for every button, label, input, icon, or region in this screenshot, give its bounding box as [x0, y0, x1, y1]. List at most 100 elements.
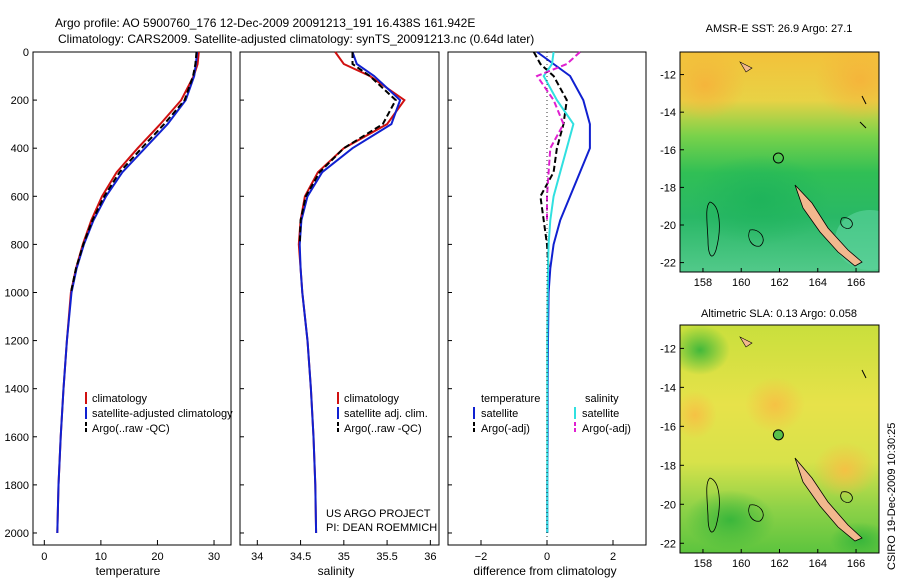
sla-map-field — [680, 325, 879, 553]
map-y-tick-label: -16 — [660, 421, 676, 433]
land-island — [861, 369, 867, 379]
legend-label-sal-satellite: satellite — [582, 408, 619, 420]
map-y-tick-label: -20 — [660, 499, 676, 511]
difference-profile-series — [532, 51, 591, 533]
difference-xlabel: difference from climatology — [473, 564, 616, 578]
depth-tick-label: 1200 — [5, 336, 29, 348]
map-x-tick-label: 166 — [847, 558, 865, 570]
salinity-x-ticks: 34 34.5 35 35.5 36 — [251, 540, 436, 563]
temperature-profile-series — [56, 51, 200, 534]
sst-map-tick-labels: 158 160 162 164 166 -12 -14 -16 -18 -20 -22 — [660, 70, 865, 289]
map-x-tick-label: 166 — [847, 277, 865, 289]
map-y-tick-label: -20 — [660, 220, 676, 232]
x-tick-label: 35.5 — [376, 551, 397, 563]
sst-map-field — [680, 52, 879, 272]
map-x-tick-label: 160 — [732, 277, 750, 289]
x-tick-label: 34.5 — [290, 551, 311, 563]
land-island — [739, 61, 753, 73]
x-tick-label: 0 — [544, 551, 550, 563]
x-tick-label: 0 — [41, 551, 47, 563]
temperature-xlabel: temperature — [96, 564, 161, 578]
depth-tick-label: 400 — [11, 143, 29, 155]
salinity-profile-series — [297, 51, 406, 534]
legend-label-temp-satellite: satellite — [481, 408, 518, 420]
figure-title-line2: Climatology: CARS2009. Satellite-adjuste… — [58, 32, 534, 46]
series-line-climatology — [56, 51, 200, 534]
depth-tick-label: 1400 — [5, 384, 29, 396]
map-y-tick-label: -12 — [660, 343, 676, 355]
reef-outline — [748, 504, 764, 522]
temperature-legend: climatology satellite-adjusted climatolo… — [85, 392, 233, 435]
legend-label-argo: Argo(..raw -QC) — [344, 423, 422, 435]
x-tick-label: 35 — [338, 551, 350, 563]
legend-title-temperature: temperature — [481, 393, 540, 405]
depth-axis-tick-labels: 0 200 400 600 800 1000 1200 1400 1600 1800 2000 — [5, 47, 452, 540]
land-new-caledonia — [794, 184, 863, 267]
salinity-legend: climatology satellite adj. clim. Argo(..… — [337, 392, 428, 435]
depth-tick-label: 600 — [11, 191, 29, 203]
series-line-temperature-argo-adj — [532, 51, 568, 269]
map-x-tick-label: 162 — [770, 558, 788, 570]
map-x-tick-label: 158 — [694, 558, 712, 570]
project-annotation-line1: US ARGO PROJECT — [326, 508, 431, 520]
depth-tick-label: 2000 — [5, 528, 29, 540]
land-new-caledonia — [794, 457, 863, 542]
map-x-tick-label: 158 — [694, 277, 712, 289]
depth-tick-label: 1800 — [5, 480, 29, 492]
salinity-panel-frame — [239, 51, 440, 546]
map-y-tick-label: -18 — [660, 460, 676, 472]
x-tick-label: 34 — [251, 551, 263, 563]
x-tick-label: 30 — [208, 551, 220, 563]
reef-outline — [748, 229, 764, 247]
depth-tick-label: 800 — [11, 239, 29, 251]
legend-label-climatology: climatology — [344, 393, 400, 405]
legend-label-satellite-adjusted: satellite-adjusted climatology — [92, 408, 233, 420]
map-y-tick-label: -22 — [660, 538, 676, 550]
sla-profile-location-marker — [772, 429, 784, 441]
side-timestamp: CSIRO 19-Dec-2009 10:30:25 — [886, 423, 898, 570]
project-annotation-line2: PI: DEAN ROEMMICH — [326, 522, 437, 534]
series-line-argo-raw-qc — [298, 52, 397, 245]
reef-outline — [706, 477, 720, 533]
salinity-xlabel: salinity — [318, 564, 355, 578]
difference-legend: temperature salinity satellite Argo(-adj… — [473, 393, 631, 435]
series-line-satellite-adjusted-climatology — [56, 51, 199, 534]
figure-title-line1: Argo profile: AO 5900760_176 12-Dec-2009… — [55, 16, 475, 30]
map-y-tick-label: -18 — [660, 182, 676, 194]
land-island — [859, 121, 867, 129]
legend-label-satellite-adjusted: satellite adj. clim. — [344, 408, 428, 420]
map-x-tick-label: 164 — [809, 558, 827, 570]
depth-tick-label: 1600 — [5, 432, 29, 444]
land-island — [739, 336, 753, 348]
depth-tick-label: 200 — [11, 95, 29, 107]
reef-outline — [706, 201, 720, 257]
map-y-tick-label: -22 — [660, 258, 676, 270]
temperature-panel-frame — [32, 51, 232, 546]
sla-map-title: Altimetric SLA: 0.13 Argo: 0.058 — [701, 308, 857, 320]
series-line-argo-raw-qc — [69, 51, 198, 293]
map-y-tick-label: -14 — [660, 107, 676, 119]
legend-title-salinity: salinity — [585, 393, 619, 405]
reef-outline — [840, 217, 853, 229]
map-x-tick-label: 162 — [770, 277, 788, 289]
map-y-tick-label: -12 — [660, 70, 676, 82]
depth-tick-label: 1000 — [5, 287, 29, 299]
x-tick-label: 10 — [95, 551, 107, 563]
legend-label-sal-argo: Argo(-adj) — [582, 423, 631, 435]
legend-label-climatology: climatology — [92, 393, 148, 405]
difference-x-ticks: −2 0 2 — [475, 540, 616, 563]
land-island — [861, 95, 867, 105]
reef-outline — [840, 491, 853, 503]
map-x-tick-label: 164 — [809, 277, 827, 289]
depth-tick-label: 0 — [23, 47, 29, 59]
map-y-tick-label: -14 — [660, 382, 676, 394]
temperature-x-ticks: 0 10 20 30 — [41, 540, 220, 563]
series-line-salinity-argo-adj — [535, 51, 581, 221]
sla-map-tick-labels: 158 160 162 164 166 -12 -14 -16 -18 -20 -22 — [660, 343, 865, 570]
sst-map-title: AMSR-E SST: 26.9 Argo: 27.1 — [706, 23, 853, 35]
x-tick-label: 2 — [610, 551, 616, 563]
map-y-tick-label: -16 — [660, 145, 676, 157]
x-tick-label: 20 — [151, 551, 163, 563]
x-tick-label: −2 — [475, 551, 488, 563]
